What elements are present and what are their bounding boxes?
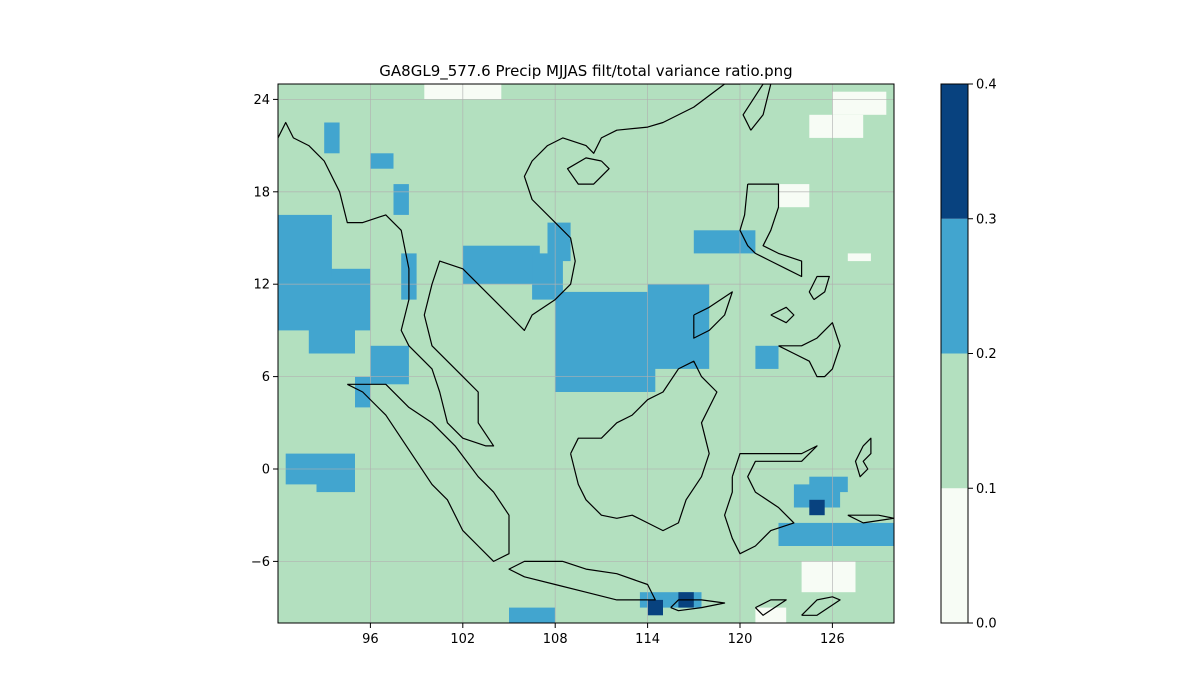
- x-tick-label: 108: [543, 632, 568, 647]
- heatmap-region: [755, 607, 787, 623]
- coastline: [754, 599, 787, 616]
- heatmap-region: [370, 345, 409, 385]
- colorbar: 0.0 0.1 0.2 0.3 0.4: [940, 78, 997, 632]
- coastline: [854, 437, 872, 478]
- x-tick-label: 126: [820, 632, 845, 647]
- heatmap-region: [809, 476, 848, 493]
- colorbar-tick-label: 0.3: [976, 212, 997, 227]
- y-tick-label: 0: [262, 463, 270, 478]
- coastline: [801, 596, 841, 616]
- colorbar-tick-label: 0.2: [976, 347, 997, 362]
- heatmap-region: [370, 153, 394, 169]
- colorbar-segment: [941, 218, 968, 354]
- y-tick-label: 24: [253, 93, 270, 108]
- gridlines: [278, 84, 894, 623]
- heatmap-region: [278, 214, 332, 277]
- heatmap-region: [555, 291, 656, 392]
- coastline: [739, 183, 803, 278]
- heatmap-region: [462, 245, 540, 285]
- colorbar-tick-label: 0.4: [976, 78, 997, 93]
- heatmap-region: [809, 114, 864, 138]
- heatmap-region: [778, 184, 810, 208]
- colorbar-tick-label: 0.0: [976, 617, 997, 632]
- coastline: [770, 306, 795, 324]
- heatmap-region: [801, 561, 856, 593]
- colorbar-segment: [941, 488, 968, 623]
- coastline: [508, 560, 656, 601]
- y-tick-label: 12: [253, 278, 270, 293]
- coastline: [670, 599, 726, 612]
- heatmap-region: [393, 184, 409, 215]
- heatmap-region: [308, 315, 355, 354]
- x-axis: 96 102 108 114 120 126: [362, 623, 845, 647]
- x-tick-label: 114: [635, 632, 660, 647]
- heatmap-region: [547, 222, 571, 262]
- coastline: [847, 514, 894, 524]
- heatmap-region: [647, 284, 710, 369]
- x-tick-label: 120: [728, 632, 753, 647]
- coastline: [693, 291, 733, 339]
- coastlines: [278, 84, 894, 616]
- y-tick-label: −6: [251, 555, 270, 570]
- x-tick-label: 102: [450, 632, 475, 647]
- heatmap-region: [778, 522, 894, 546]
- heatmap-region: [509, 607, 556, 623]
- heatmap-region: [324, 122, 340, 154]
- colorbar-segment: [941, 84, 968, 219]
- coastline: [278, 84, 740, 447]
- heatmap-cell: [809, 499, 825, 516]
- coastline: [347, 383, 510, 563]
- coastline: [742, 84, 772, 131]
- coastline: [723, 445, 818, 555]
- y-tick-label: 6: [262, 370, 270, 385]
- x-tick-label: 96: [362, 632, 379, 647]
- coastline: [566, 157, 610, 185]
- heatmap-region: [755, 345, 779, 369]
- plot-frame: [277, 83, 895, 624]
- colorbar-tick-label: 0.1: [976, 482, 997, 497]
- coastline: [808, 275, 830, 301]
- y-tick-label: 18: [253, 185, 270, 200]
- heatmap-region: [316, 469, 355, 493]
- coastline: [570, 360, 718, 532]
- heatmap-region: [832, 91, 887, 115]
- heatmap-cells: [278, 84, 894, 623]
- chart-title: GA8GL9_577.6 Precip MJJAS filt/total var…: [379, 62, 792, 81]
- heatmap-region: [847, 253, 871, 262]
- y-axis: −6 0 6 12 18 24: [251, 93, 278, 570]
- heatmap-cell: [647, 599, 663, 616]
- coastline: [778, 322, 841, 378]
- colorbar-segment: [941, 353, 968, 489]
